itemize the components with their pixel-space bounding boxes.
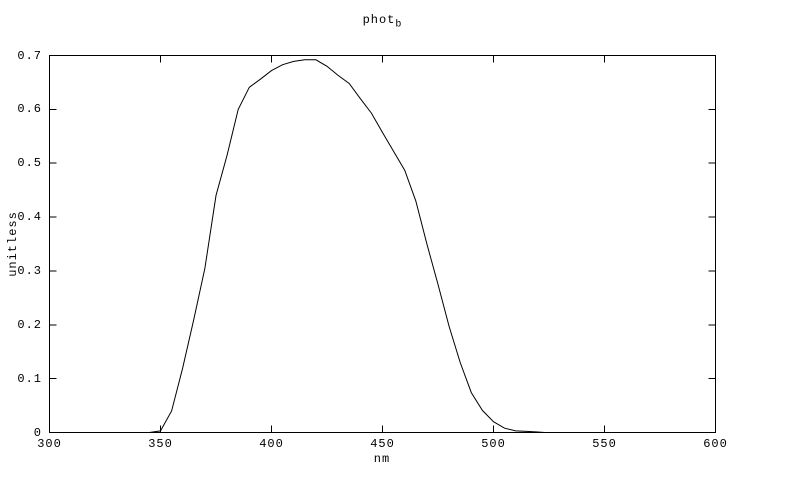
x-tick-label: 350 [148,437,173,451]
y-tick-label: 0.5 [17,156,42,171]
chart-title-main: phot [362,13,396,27]
x-axis-label: nm [373,452,391,466]
chart-title-subscript: b [395,19,402,31]
y-tick-label: 0.1 [17,371,42,386]
data-curve [149,59,545,433]
x-tick-label: 300 [37,437,62,451]
y-tick-label: 0.7 [17,48,42,63]
x-tick-label: 400 [259,437,284,451]
y-tick-label: 0.4 [17,210,42,225]
chart-title: photb [49,13,715,30]
y-tick-label: 0.2 [17,317,42,332]
y-tick-label: 0.3 [17,263,42,278]
y-tick-label: 0 [33,425,42,440]
plot-frame [49,55,716,433]
x-tick-label: 500 [481,437,506,451]
x-tick-label: 450 [370,437,395,451]
x-tick-label: 600 [703,437,728,451]
x-tick-label: 550 [592,437,617,451]
y-tick-label: 0.6 [17,102,42,117]
